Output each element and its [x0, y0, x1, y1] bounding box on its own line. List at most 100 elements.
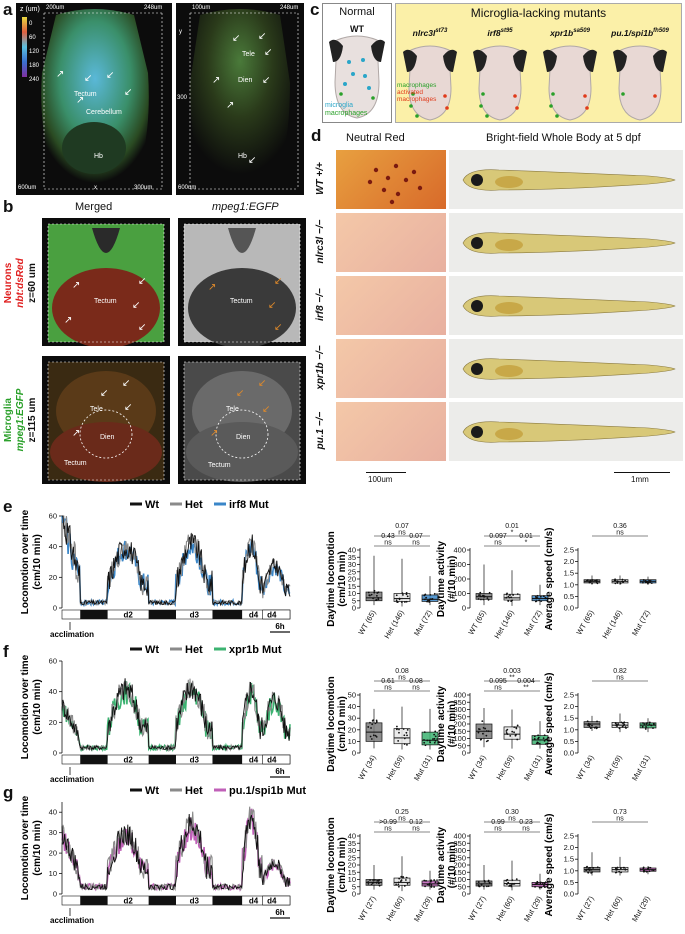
- box-point: [482, 595, 485, 597]
- y-tick-label: 0: [53, 890, 57, 899]
- stat-p: 0.73: [613, 809, 627, 816]
- box-point: [589, 867, 591, 869]
- d-scale2: 1mm: [631, 475, 649, 484]
- box-point: [652, 723, 655, 726]
- box-point: [614, 582, 617, 585]
- box-point: [403, 885, 406, 887]
- b-tele-2: Tele: [226, 406, 239, 413]
- macrophage-dot: [551, 92, 555, 96]
- box-point: [428, 599, 431, 602]
- stat-sig: ns: [398, 675, 406, 682]
- box-y-tick-label: 20: [348, 861, 356, 870]
- box-category-label: WT (65): [466, 608, 488, 636]
- box-y-tick-label: 1.0: [564, 725, 574, 734]
- box-y-tick-label: 0.5: [564, 592, 574, 601]
- box-point: [652, 727, 654, 729]
- stat-p: 0.25: [395, 809, 409, 816]
- box-category-label: Het (146): [600, 608, 624, 640]
- box-point: [367, 726, 370, 728]
- box-ylabel: Daytime locomotion: [326, 531, 337, 627]
- eye-left: [613, 49, 627, 72]
- d-row-label: xpr1b −/−: [311, 337, 333, 400]
- macrophage-dot: [445, 106, 449, 110]
- svg-text:↗: ↗: [76, 95, 84, 106]
- macrophage-dot: [415, 114, 419, 118]
- box-ylabel: Average speed (cm/s): [544, 527, 555, 630]
- box-y-tick-label: 1.0: [564, 866, 574, 875]
- box-point: [586, 720, 589, 723]
- box-point: [404, 879, 407, 881]
- box-ylabel: Daytime locomotion: [326, 676, 337, 772]
- box-point: [405, 600, 408, 603]
- box-point: [536, 594, 539, 597]
- box-ylabel: Daytime activity: [436, 540, 447, 617]
- legend-label: Het: [185, 644, 203, 656]
- stat-sig: **: [509, 675, 515, 682]
- box-point: [395, 728, 398, 731]
- stat-p: 0.43: [381, 533, 395, 540]
- box-point: [616, 866, 619, 869]
- box-point: [428, 883, 431, 886]
- acclimation-label: acclimation: [50, 916, 94, 925]
- box-point: [397, 740, 400, 742]
- box-point: [485, 885, 488, 888]
- microglia-dot: [373, 167, 379, 173]
- box-point: [623, 723, 626, 726]
- head-outline: [478, 45, 522, 121]
- box-point: [614, 578, 616, 581]
- box-point: [477, 598, 480, 600]
- night-block: [212, 755, 243, 764]
- box-point: [405, 591, 408, 594]
- larva-icon: [462, 169, 676, 191]
- box-ylabel: (#/10 min): [447, 556, 458, 603]
- panel-e-group: Wt Het irf8 Mut 0 20 40 60 Locomotion over time…: [20, 499, 657, 640]
- svg-text:↗: ↗: [72, 280, 80, 291]
- legend-label: Wt: [145, 785, 159, 797]
- box-point: [538, 742, 541, 745]
- box-point: [591, 579, 594, 581]
- label-hb-right: Hb: [238, 153, 247, 160]
- box-point: [642, 581, 644, 584]
- day-label: d2: [123, 897, 133, 906]
- c-mutant-irf8: irf8st95: [465, 26, 535, 122]
- box-y-tick-label: 0: [352, 890, 356, 899]
- box-point: [428, 739, 431, 742]
- day4-block: [262, 895, 291, 906]
- box-point: [616, 580, 619, 583]
- box-point: [511, 883, 514, 885]
- box-point: [591, 724, 593, 727]
- box-point: [483, 879, 486, 882]
- label-hb: Hb: [94, 153, 103, 160]
- box-y-tick-label: 15: [348, 868, 356, 877]
- stat-p: 0.07: [395, 523, 409, 530]
- svg-text:↙: ↙: [106, 70, 114, 81]
- b-merged-row2: ↙ ↙ ↙ ↗ Tele Dien Tectum: [42, 356, 170, 484]
- box-ylabel: Average speed (cm/s): [544, 813, 555, 916]
- night-block: [80, 755, 108, 764]
- a-right-y: y: [179, 29, 182, 35]
- larva-yolk: [495, 365, 523, 377]
- box-point: [397, 881, 400, 884]
- macrophage-dot: [479, 104, 483, 108]
- box-point: [616, 582, 619, 584]
- box-y-tick-label: 1.0: [564, 580, 574, 589]
- stat-sig: ns: [522, 826, 530, 833]
- svg-text:↗: ↗: [212, 75, 220, 86]
- loc-ylabel: Locomotion over time: [20, 795, 31, 900]
- box-point: [623, 721, 626, 724]
- box-point: [643, 870, 646, 872]
- larva-eye: [471, 426, 483, 438]
- box-point: [648, 723, 651, 726]
- box-point: [648, 579, 651, 582]
- box-point: [370, 883, 373, 886]
- box-point: [375, 881, 378, 884]
- box-category-label: Mut (31): [522, 753, 544, 782]
- box-category-label: Het (59): [602, 753, 624, 781]
- box-point: [507, 881, 510, 884]
- box-point: [533, 737, 536, 740]
- box-point: [621, 580, 624, 583]
- box-point: [477, 731, 480, 734]
- svg-text:↙: ↙: [124, 87, 132, 98]
- box-point: [510, 596, 512, 599]
- c-mutant-xpr1b: xpr1bsa509: [535, 26, 605, 122]
